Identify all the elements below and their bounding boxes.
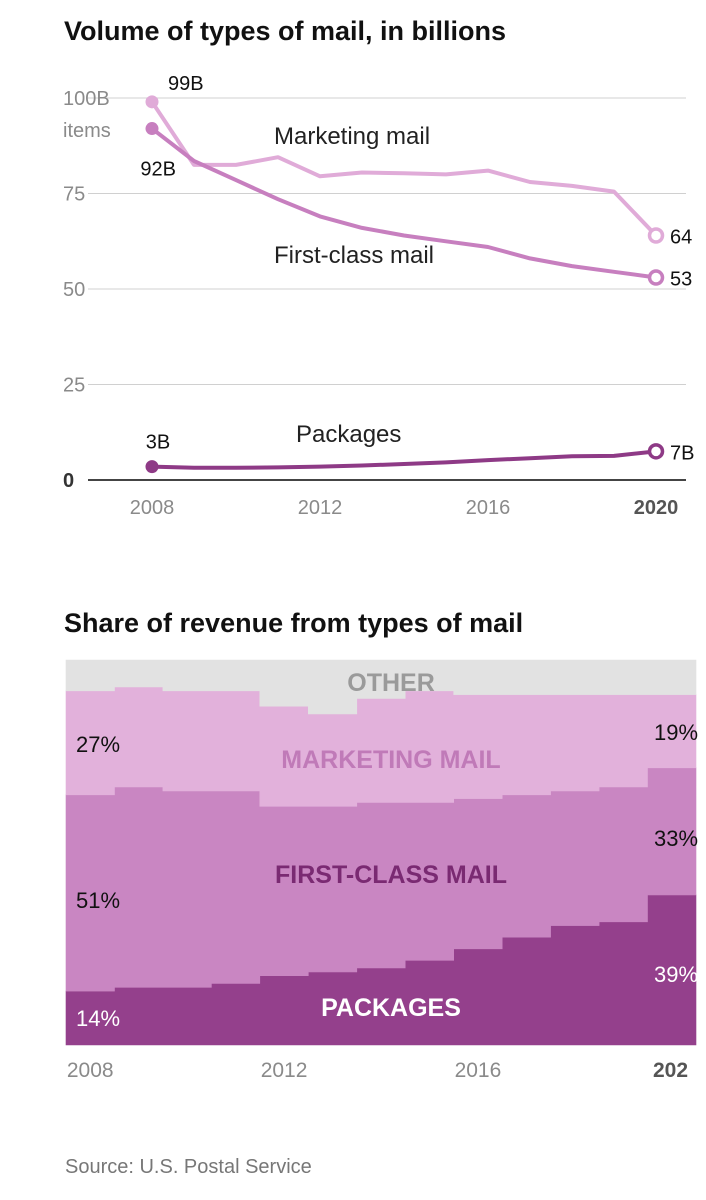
end-percent-first-class-mail: 33% bbox=[654, 826, 698, 851]
start-label-packages: 3B bbox=[146, 432, 170, 454]
volume-y-axis: 100B 75 50 25 0 bbox=[63, 88, 110, 492]
series-name-packages: Packages bbox=[296, 421, 401, 448]
area-name-marketing-mail: MARKETING MAIL bbox=[281, 746, 500, 774]
line-marketing-mail bbox=[150, 99, 658, 238]
start-marker-packages bbox=[145, 460, 159, 474]
start-percent-marketing-mail: 27% bbox=[76, 732, 120, 757]
revenue-share-chart: Share of revenue from types of mail PACK… bbox=[64, 608, 698, 1082]
end-label-packages: 7B bbox=[670, 442, 694, 464]
volume-series-lines bbox=[150, 99, 658, 470]
y-tick-25: 25 bbox=[63, 375, 85, 397]
x-tick-2016: 2016 bbox=[466, 497, 511, 519]
y-tick-0: 0 bbox=[63, 470, 74, 492]
volume-chart: Volume of types of mail, in billions 100… bbox=[63, 16, 694, 519]
volume-x-axis: 2008 2012 2016 2020 bbox=[130, 497, 679, 519]
volume-series-names: Marketing mail First-class mail Packages bbox=[274, 123, 434, 448]
volume-gridlines bbox=[88, 97, 686, 481]
end-marker-packages bbox=[647, 443, 665, 460]
series-name-marketing-mail: Marketing mail bbox=[274, 123, 430, 150]
series-name-first-class-mail: First-class mail bbox=[274, 242, 434, 269]
source-note: Source: U.S. Postal Service bbox=[65, 1156, 312, 1178]
x-tick-2008: 2008 bbox=[130, 497, 175, 519]
start-marker-first-class-mail bbox=[145, 122, 159, 136]
end-marker-marketing-mail bbox=[647, 227, 665, 244]
revenue-x-tick-2016: 2016 bbox=[455, 1059, 502, 1082]
start-label-first-class-mail: 92B bbox=[140, 159, 176, 181]
revenue-x-tick-202: 202 bbox=[653, 1059, 688, 1082]
y-tick-100b: 100B bbox=[63, 88, 110, 110]
y-unit-label: items bbox=[63, 120, 111, 142]
end-percent-marketing-mail: 19% bbox=[654, 720, 698, 745]
revenue-stacked-areas bbox=[65, 659, 697, 1046]
volume-chart-title: Volume of types of mail, in billions bbox=[64, 16, 506, 46]
line-first-class-mail bbox=[150, 126, 658, 280]
y-tick-75: 75 bbox=[63, 184, 85, 206]
x-tick-2020: 2020 bbox=[634, 497, 679, 519]
y-tick-50: 50 bbox=[63, 279, 85, 301]
area-name-other: OTHER bbox=[347, 669, 435, 697]
revenue-x-axis: 2008 2012 2016 202 bbox=[67, 1059, 688, 1082]
end-label-marketing-mail: 64 bbox=[670, 227, 692, 249]
end-marker-first-class-mail bbox=[647, 269, 665, 286]
x-tick-2012: 2012 bbox=[298, 497, 343, 519]
revenue-percent-labels: 14% 39% 51% 33% 27% 19% bbox=[76, 720, 698, 1031]
end-percent-packages: 39% bbox=[654, 962, 698, 987]
revenue-x-tick-2008: 2008 bbox=[67, 1059, 114, 1082]
start-label-marketing-mail: 99B bbox=[168, 73, 204, 95]
volume-value-labels: 99B 64 92B 53 3B 7B bbox=[140, 73, 694, 465]
revenue-chart-title: Share of revenue from types of mail bbox=[64, 608, 523, 638]
start-percent-packages: 14% bbox=[76, 1006, 120, 1031]
area-other bbox=[65, 659, 697, 715]
end-label-first-class-mail: 53 bbox=[670, 269, 692, 291]
line-packages bbox=[150, 449, 658, 470]
revenue-series-names: PACKAGES FIRST-CLASS MAIL MARKETING MAIL OT… bbox=[275, 669, 507, 1022]
start-percent-first-class-mail: 51% bbox=[76, 888, 120, 913]
start-marker-marketing-mail bbox=[145, 95, 159, 109]
area-name-first-class-mail: FIRST-CLASS MAIL bbox=[275, 861, 507, 889]
area-name-packages: PACKAGES bbox=[321, 994, 461, 1022]
volume-series-markers bbox=[145, 95, 665, 474]
revenue-x-tick-2012: 2012 bbox=[261, 1059, 308, 1082]
